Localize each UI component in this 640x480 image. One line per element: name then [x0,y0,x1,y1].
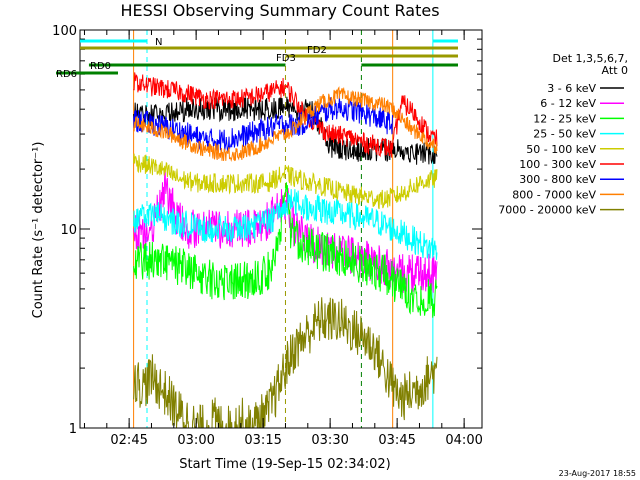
legend-entry-label: 100 - 300 keV [519,158,596,171]
legend-entry-label: 12 - 25 keV [533,112,596,125]
legend-entry-label: 3 - 6 keV [547,82,596,95]
legend-entry-label: 6 - 12 keV [540,97,596,110]
x-tick-label: 02:45 [110,433,147,448]
series-line [133,72,438,158]
mode-flag-label: N [155,37,162,48]
legend-header: Det 1,3,5,6,7, [552,52,628,65]
legend-entry-label: 800 - 7000 keV [512,188,596,201]
series-line [133,182,438,318]
mode-flag-label: FD2 [307,45,327,56]
footer-date: 23-Aug-2017 18:55 [559,469,636,478]
legend-entry-label: 25 - 50 keV [533,128,596,141]
legend-entry-label: 7000 - 20000 keV [498,204,596,217]
y-tick-label: 100 [52,24,77,39]
chart-title: HESSI Observing Summary Count Rates [120,1,439,20]
series-line [133,86,438,162]
series-line [133,189,438,260]
series-line [133,297,438,428]
legend: Det 1,3,5,6,7,Att 0 3 - 6 keV 6 - 12 keV 12… [498,52,628,217]
legend-entry-label: 50 - 100 keV [526,143,596,156]
series-line [133,153,438,210]
series-line [133,169,438,293]
x-axis-label: Start Time (19-Sep-15 02:34:02) [179,457,390,472]
x-tick-label: 03:30 [311,433,348,448]
x-tick-label: 03:15 [244,433,281,448]
legend-header: Att 0 [602,64,628,77]
mode-flag-label: RD0 [90,61,111,72]
plot-area [133,30,438,428]
x-tick-label: 04:00 [445,433,482,448]
y-axis-label: Count Rate (s⁻¹ detector⁻¹) [31,142,46,319]
mode-flag-label: RD6 [56,69,77,80]
legend-entry-label: 300 - 800 keV [519,173,596,186]
x-tick-label: 03:45 [378,433,415,448]
mode-flag-label: FD3 [276,53,296,64]
axes: 1 10 100 02:45 03:00 03:15 03:30 03:45 04:00 N FD2… [52,24,483,448]
y-tick-label: 1 [69,422,77,437]
x-tick-label: 03:00 [177,433,214,448]
y-tick-label: 10 [60,223,77,238]
